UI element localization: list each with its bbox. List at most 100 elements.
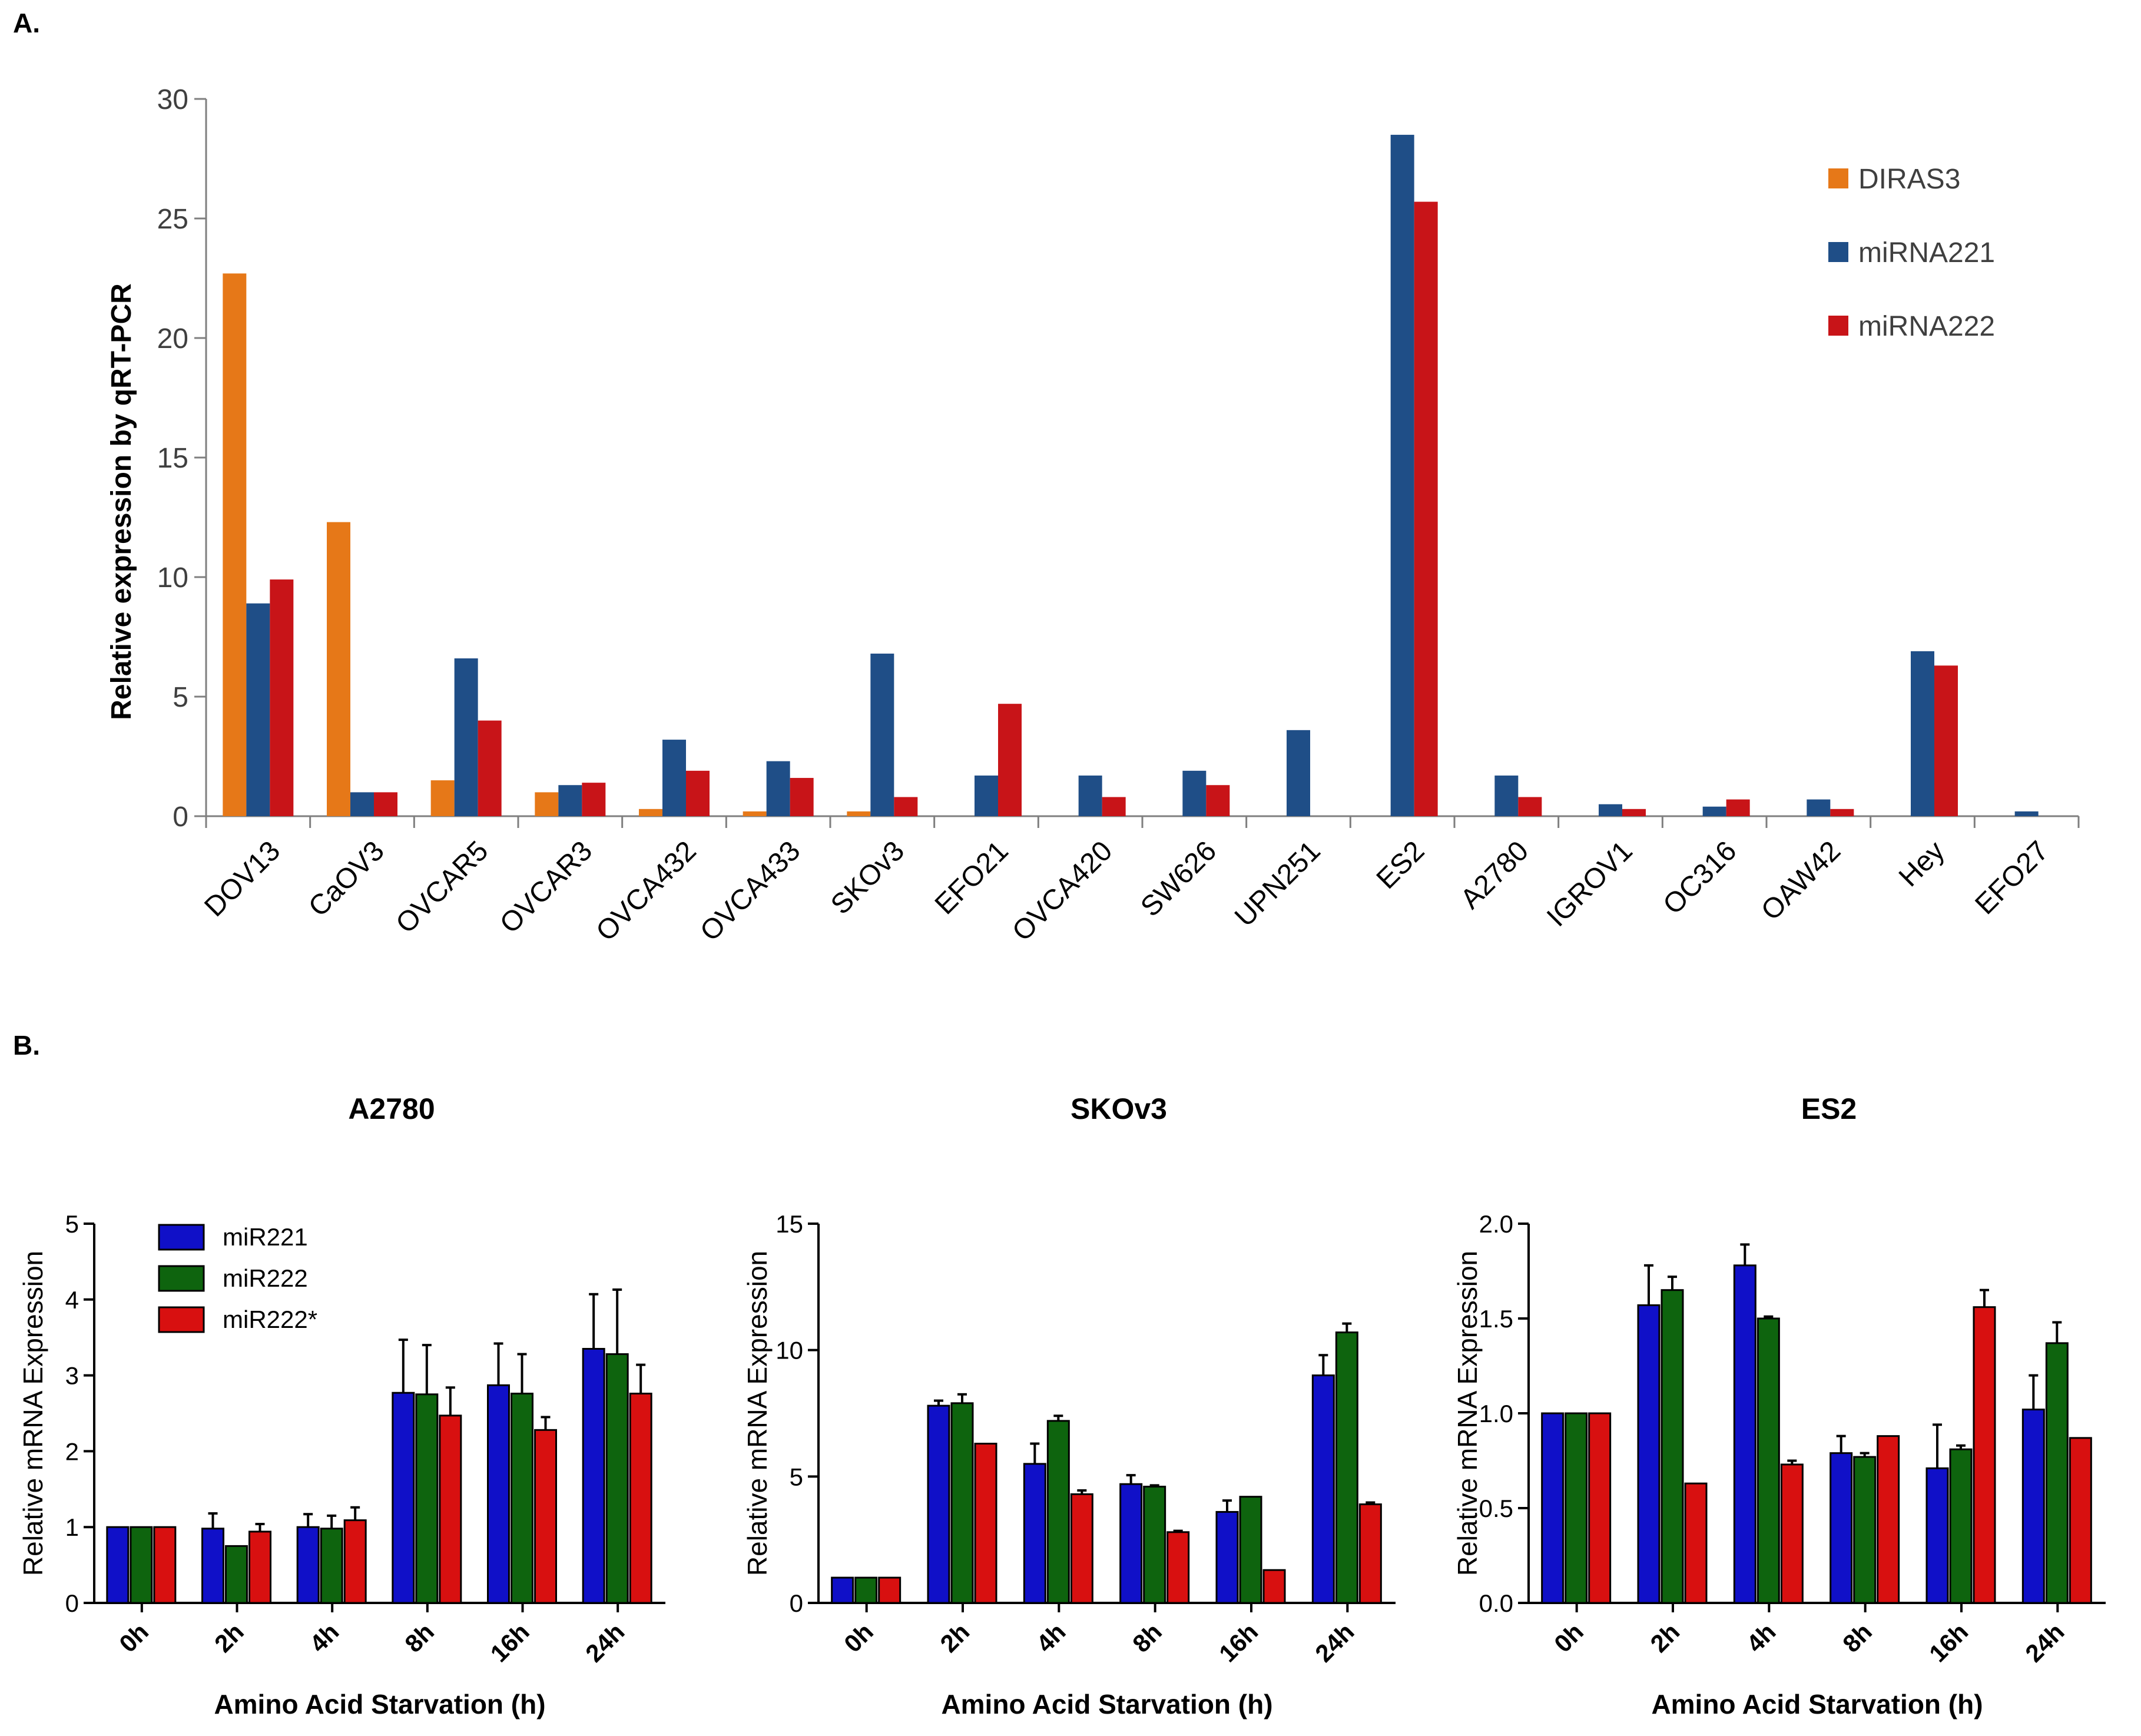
bar-mir222-4h xyxy=(1756,1317,1780,1604)
bar-mirna221-efo21 xyxy=(975,775,998,816)
legend-label-mir222: miR222 xyxy=(223,1264,308,1292)
legend-swatch-mir221 xyxy=(158,1224,205,1251)
bar-mirna222-a2780 xyxy=(1518,797,1542,816)
x-tick-label-24h: 24h xyxy=(2020,1618,2069,1667)
bar-mirna222-ovcar3 xyxy=(582,783,606,816)
bar-mir222-4h xyxy=(343,1519,367,1604)
legend-swatch-mirna221 xyxy=(1828,242,1848,262)
bar-mir221-24h xyxy=(2021,1409,2045,1604)
x-tick-label-0h: 0h xyxy=(114,1618,154,1658)
bar-mir222-8h xyxy=(1143,1486,1166,1604)
bar-mirna222-dov13 xyxy=(270,579,294,816)
bar-mir221-16h xyxy=(487,1384,510,1604)
bar-mir222-16h xyxy=(1973,1306,1996,1604)
y-axis-label: Relative mRNA Expression xyxy=(742,1251,773,1576)
x-tick-label-8h: 8h xyxy=(1837,1618,1877,1658)
x-tick-label-a2780: A2780 xyxy=(1454,835,1535,915)
bar-mirna222-igrov1 xyxy=(1622,809,1646,816)
chart-title: A2780 xyxy=(348,1092,435,1125)
legend-label-mir221: miR221 xyxy=(223,1223,308,1251)
y-tick-label: 0.5 xyxy=(1479,1495,1513,1522)
bar-diras3-dov13 xyxy=(223,273,247,816)
chart-title: ES2 xyxy=(1801,1092,1857,1125)
bar-mir221-2h xyxy=(201,1528,224,1604)
y-tick-label: 0 xyxy=(173,801,188,833)
bar-mirna222-oc316 xyxy=(1726,799,1750,816)
x-tick-label-ovca420: OVCA420 xyxy=(1006,835,1118,947)
x-tick-label-oc316: OC316 xyxy=(1657,835,1742,920)
bar-mirna222-hey xyxy=(1934,665,1958,816)
legend-label-mir222: miR222* xyxy=(223,1306,317,1333)
bar-mir221-0h xyxy=(106,1526,130,1604)
bar-mir222-16h xyxy=(511,1393,533,1604)
x-tick-label-hey: Hey xyxy=(1893,835,1951,893)
x-tick-label-16h: 16h xyxy=(1924,1618,1973,1667)
x-tick-label-4h: 4h xyxy=(1031,1618,1071,1658)
bar-mirna221-skov3 xyxy=(870,653,894,816)
bar-mirna221-oaw42 xyxy=(1807,799,1831,816)
x-axis-label: Amino Acid Starvation (h) xyxy=(214,1689,545,1720)
x-axis-label: Amino Acid Starvation (h) xyxy=(1651,1689,1983,1720)
bar-diras3-skov3 xyxy=(847,811,871,816)
y-tick-label: 0 xyxy=(790,1589,803,1617)
legend-swatch-mir222 xyxy=(158,1265,205,1292)
x-tick-label-ovca433: OVCA433 xyxy=(694,835,806,947)
bar-mir222-0h xyxy=(153,1526,177,1604)
bar-mir222-24h xyxy=(1358,1503,1382,1604)
x-tick-label-24h: 24h xyxy=(1310,1618,1359,1667)
x-tick-label-0h: 0h xyxy=(838,1618,879,1658)
x-tick-label-efo21: EFO21 xyxy=(929,835,1015,920)
bar-mir222-24h xyxy=(2045,1342,2069,1604)
x-tick-label-igrov1: IGROV1 xyxy=(1541,835,1639,933)
bar-mir222-2h xyxy=(950,1402,974,1604)
bar-mir221-8h xyxy=(392,1392,415,1604)
bar-mirna221-a2780 xyxy=(1494,775,1519,816)
y-tick-label: 4 xyxy=(65,1286,79,1314)
y-tick-label: 10 xyxy=(775,1337,803,1364)
bar-mir221-4h xyxy=(1023,1463,1046,1604)
x-tick-label-ovca432: OVCA432 xyxy=(590,835,702,947)
x-tick-label-upn251: UPN251 xyxy=(1229,835,1327,933)
x-tick-label-ovcar5: OVCAR5 xyxy=(390,835,494,939)
bar-mir222-4h xyxy=(1046,1420,1070,1604)
bar-mir222-16h xyxy=(1239,1496,1262,1604)
bar-diras3-ovca433 xyxy=(743,811,767,816)
bar-mir222-8h xyxy=(1166,1531,1190,1604)
y-tick-label: 20 xyxy=(157,323,188,355)
bar-mir222-8h xyxy=(1877,1435,1900,1604)
legend-swatch-mir222 xyxy=(158,1306,205,1333)
x-tick-label-16h: 16h xyxy=(1214,1618,1263,1667)
y-tick-label: 2 xyxy=(65,1437,79,1465)
y-axis-label: Relative expression by qRT-PCR xyxy=(106,283,137,720)
bar-mirna221-ovca432 xyxy=(662,740,686,816)
bar-mirna222-sw626 xyxy=(1206,785,1230,816)
x-axis-label: Amino Acid Starvation (h) xyxy=(941,1689,1272,1720)
bar-mir222-24h xyxy=(2069,1437,2092,1604)
bar-mir222-8h xyxy=(415,1393,439,1604)
bar-mirna221-ovca420 xyxy=(1078,775,1102,816)
bar-mir222-0h xyxy=(1565,1412,1588,1604)
bar-mirna221-igrov1 xyxy=(1599,804,1622,816)
bar-mir222-24h xyxy=(1335,1331,1358,1604)
bar-mirna222-es2 xyxy=(1414,201,1438,817)
x-tick-label-24h: 24h xyxy=(580,1618,629,1667)
panel-label-b: B. xyxy=(13,1030,40,1061)
y-tick-label: 1.0 xyxy=(1479,1400,1513,1427)
bar-mir222-24h xyxy=(605,1353,629,1604)
y-tick-label: 5 xyxy=(173,682,188,713)
bar-diras3-caov3 xyxy=(327,522,350,816)
bar-mirna222-ovca433 xyxy=(790,778,814,816)
y-tick-label: 15 xyxy=(157,443,188,474)
bar-mir221-24h xyxy=(582,1348,605,1604)
bar-mir222-4h xyxy=(320,1528,343,1604)
bar-diras3-ovcar5 xyxy=(430,780,455,816)
bar-mirna222-skov3 xyxy=(894,797,918,816)
y-axis-label: Relative mRNA Expression xyxy=(18,1251,48,1576)
bar-mirna221-hey xyxy=(1911,651,1934,816)
bar-mirna221-ovcar5 xyxy=(454,658,478,816)
bar-mir221-4h xyxy=(1733,1264,1756,1604)
bar-mirna221-caov3 xyxy=(350,792,374,816)
legend-label-mirna221: miRNA221 xyxy=(1858,237,1995,269)
legend-label-mirna222: miRNA222 xyxy=(1858,311,1995,342)
